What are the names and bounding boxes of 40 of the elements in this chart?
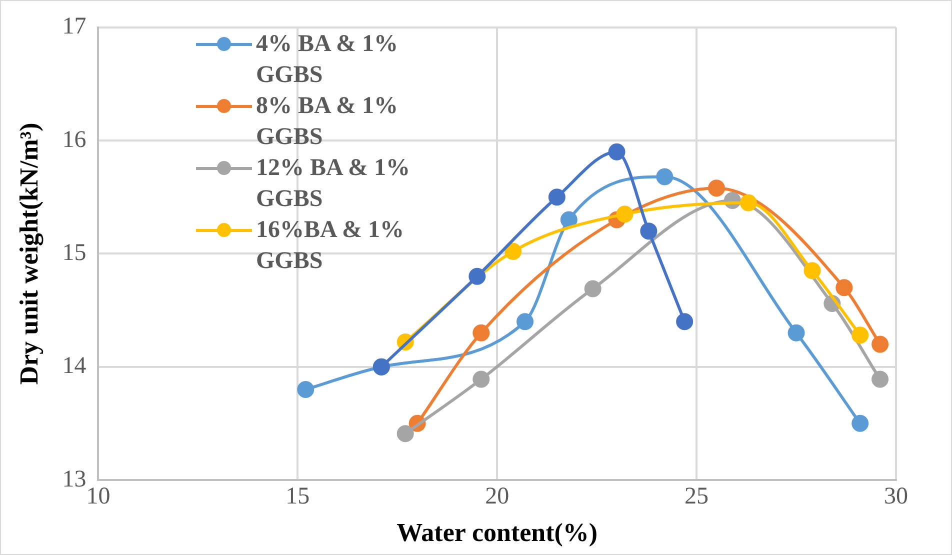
- point: [608, 143, 626, 160]
- x-tick-label: 30: [884, 484, 908, 510]
- point: [640, 222, 658, 240]
- legend-label: 12% BA & 1% GGBS: [256, 154, 412, 214]
- y-tick-label: 14: [62, 353, 86, 380]
- point: [852, 326, 869, 344]
- point: [836, 279, 853, 296]
- point: [872, 370, 889, 388]
- y-tick-label: 13: [62, 466, 86, 492]
- point: [872, 336, 889, 353]
- point: [472, 324, 490, 342]
- point: [852, 414, 869, 432]
- point: [740, 194, 757, 212]
- point: [516, 313, 534, 330]
- y-tick-label: 15: [62, 240, 86, 266]
- y-tick-label: 17: [62, 14, 86, 40]
- point: [560, 211, 578, 228]
- point: [472, 370, 490, 388]
- y-tick-label: 16: [62, 126, 86, 153]
- point: [788, 324, 805, 342]
- legend-label: 4% BA & 1% GGBS: [256, 30, 400, 90]
- point: [548, 188, 566, 206]
- point: [804, 262, 821, 280]
- point: [676, 313, 694, 330]
- point: [708, 180, 725, 197]
- legend-label: 8% BA & 1% GGBS: [256, 92, 400, 152]
- y-axis-title: Dry unit weight(kN/m³): [14, 122, 44, 385]
- point: [297, 380, 314, 398]
- point: [468, 268, 486, 285]
- legend-label: 16%BA & 1% GGBS: [256, 216, 406, 276]
- point: [504, 242, 522, 260]
- point: [616, 206, 634, 223]
- point: [584, 280, 602, 298]
- x-axis-title: Water content(%): [396, 518, 598, 548]
- point: [656, 168, 674, 186]
- point: [396, 425, 414, 442]
- x-tick-label: 10: [86, 484, 110, 510]
- x-tick-label: 25: [684, 484, 709, 510]
- x-tick-label: 20: [485, 484, 510, 510]
- x-tick-label: 15: [286, 484, 310, 510]
